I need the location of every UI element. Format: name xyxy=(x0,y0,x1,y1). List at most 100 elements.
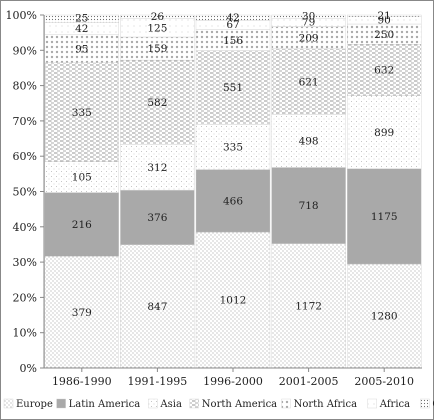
legend-label: Asia xyxy=(159,399,182,410)
bar-segment-oceania xyxy=(120,14,195,19)
legend-swatch xyxy=(3,398,14,409)
legend-item-africa: Africa xyxy=(367,398,410,410)
legend-swatch xyxy=(420,398,430,409)
data-label-north-america: 621 xyxy=(299,76,319,88)
y-tick-label: 70% xyxy=(13,115,37,128)
data-label-north-africa: 156 xyxy=(223,35,243,47)
data-label-europe: 379 xyxy=(72,307,92,319)
y-tick-label: 100% xyxy=(6,9,37,22)
x-axis: 1986-1990 1991-1995 1996-2000 2001-2005 2005… xyxy=(44,367,422,388)
data-label-north-america: 582 xyxy=(147,97,167,109)
data-label-latin-america: 216 xyxy=(72,219,92,231)
bar-segment-north-america xyxy=(44,62,119,162)
data-label-africa: 90 xyxy=(378,14,391,26)
legend-swatch xyxy=(281,398,291,409)
x-tick-label: 1991-1995 xyxy=(128,375,188,388)
data-label-asia: 498 xyxy=(299,136,319,148)
data-label-north-africa: 159 xyxy=(147,43,167,55)
legend-swatch xyxy=(56,398,66,409)
legend-label: Oceania xyxy=(432,399,434,410)
data-label-oceania: 30 xyxy=(302,11,315,23)
data-label-latin-america: 376 xyxy=(147,212,167,224)
data-label-asia: 335 xyxy=(223,142,243,154)
bar-segment-latin-america xyxy=(120,189,195,246)
bar-segment-north-america xyxy=(195,50,271,125)
data-label-north-america: 335 xyxy=(72,107,92,119)
y-tick-label: 50% xyxy=(13,186,37,199)
data-label-north-africa: 209 xyxy=(299,32,319,44)
bar-segment-europe xyxy=(195,231,271,369)
data-label-europe: 1172 xyxy=(295,300,322,312)
bar-segment-oceania xyxy=(44,14,119,23)
legend-swatch xyxy=(367,398,377,409)
bar-segment-asia xyxy=(120,144,195,191)
y-tick-label: 40% xyxy=(13,221,37,234)
y-tick-label: 30% xyxy=(13,256,37,269)
data-label-africa: 125 xyxy=(147,23,167,35)
legend-item-europe: Europe xyxy=(3,398,53,410)
bar-segment-latin-america xyxy=(347,168,422,265)
data-label-asia: 899 xyxy=(374,127,394,139)
bar-segment-asia xyxy=(44,161,119,193)
bar-segment-oceania xyxy=(195,14,271,21)
legend-item-oceania: Oceania xyxy=(420,398,434,410)
data-label-oceania: 21 xyxy=(378,10,391,22)
bar-segment-north-america xyxy=(120,59,195,145)
y-tick-label: 60% xyxy=(13,150,37,163)
legend-swatch xyxy=(148,398,158,409)
bar-segment-north-america xyxy=(271,48,346,115)
data-label-latin-america: 718 xyxy=(299,200,319,212)
y-tick-label: 90% xyxy=(13,44,37,57)
bar-segment-asia xyxy=(271,114,346,168)
data-label-africa: 42 xyxy=(75,23,88,35)
legend-label: Europe xyxy=(16,399,53,410)
data-label-latin-america: 1175 xyxy=(371,211,398,223)
bar-segment-north-america xyxy=(347,44,422,96)
bar-segment-latin-america xyxy=(44,192,119,257)
legend-item-latin-america: Latin America xyxy=(56,398,141,410)
bar-segment-latin-america xyxy=(271,167,346,244)
bar-segment-latin-america xyxy=(195,169,271,233)
x-tick-label: 1986-1990 xyxy=(52,375,112,388)
bar-segment-oceania xyxy=(347,14,422,17)
legend-label: Africa xyxy=(379,399,410,410)
data-label-oceania: 26 xyxy=(151,11,165,23)
legend-label: North America xyxy=(202,399,277,410)
x-tick-label: 1996-2000 xyxy=(203,375,263,388)
legend: Europe Latin America Asia North America Nort… xyxy=(3,398,434,410)
data-label-north-america: 632 xyxy=(374,65,394,77)
bar-segment-europe xyxy=(120,244,195,369)
legend-label: Latin America xyxy=(69,399,141,410)
x-tick-label: 2001-2005 xyxy=(279,375,339,388)
bar-segment-north-africa xyxy=(44,34,119,63)
data-label-oceania: 25 xyxy=(75,13,88,25)
y-tick-label: 80% xyxy=(13,80,37,93)
y-axis: 0% 10% 20% 30% 40% 50% 60% 70% 80% 90% 100% xyxy=(6,9,45,375)
bar-segment-asia xyxy=(347,95,422,169)
data-label-europe: 1280 xyxy=(371,311,398,323)
data-label-europe: 847 xyxy=(147,301,167,313)
bars: 3792161053359542258473763125821591252610… xyxy=(44,10,422,369)
bar-segment-oceania xyxy=(271,14,346,19)
legend-label: North Africa xyxy=(294,399,358,410)
legend-swatch xyxy=(189,398,200,409)
y-tick-label: 10% xyxy=(13,327,37,340)
data-label-africa: 79 xyxy=(302,16,315,28)
legend-item-asia: Asia xyxy=(148,398,182,410)
bar-segment-europe xyxy=(271,243,346,369)
bar-segment-asia xyxy=(195,124,271,170)
y-tick-label: 0% xyxy=(20,362,37,375)
bar-segment-europe xyxy=(44,256,119,369)
data-label-north-africa: 95 xyxy=(75,43,88,55)
legend-item-north-america: North America xyxy=(189,398,277,410)
data-label-oceania: 42 xyxy=(226,12,239,24)
data-label-asia: 312 xyxy=(147,162,167,174)
legend-item-north-africa: North Africa xyxy=(281,398,358,410)
